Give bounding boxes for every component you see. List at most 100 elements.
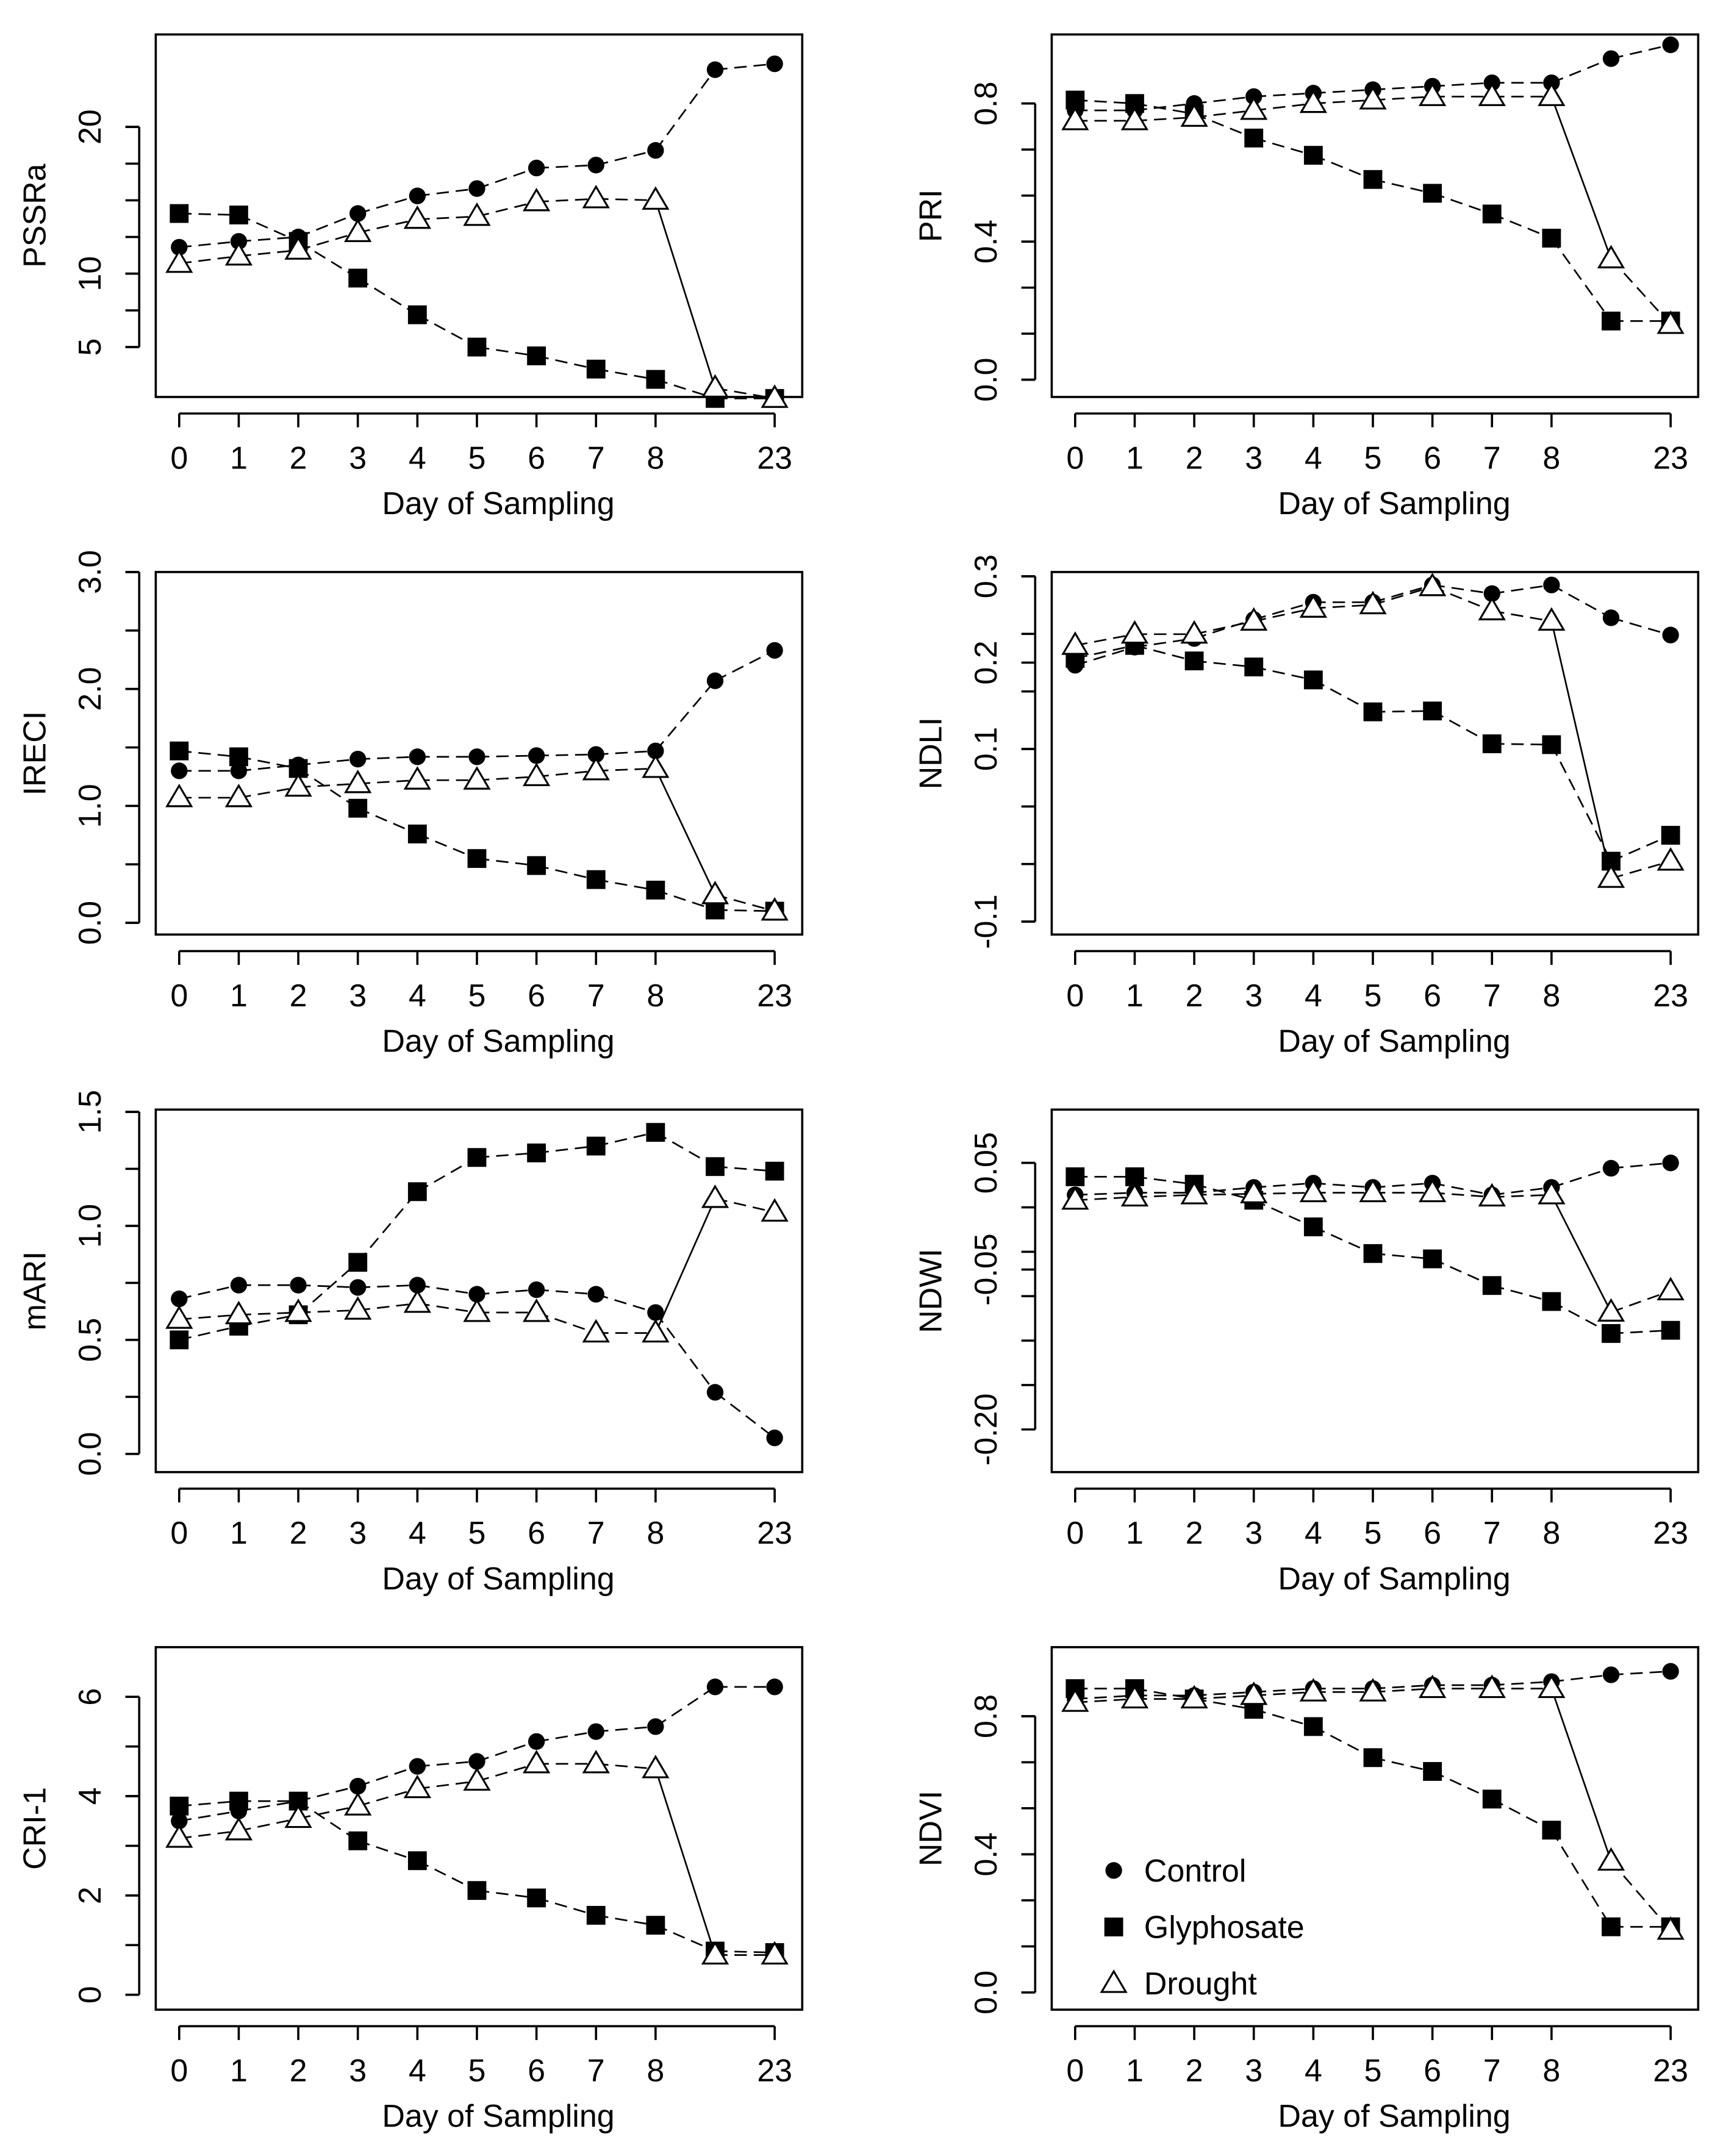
x-tick-label: 23 <box>1653 2054 1688 2089</box>
data-point <box>229 206 248 224</box>
x-tick-label: 23 <box>757 1516 792 1551</box>
series-line-segment <box>654 69 716 151</box>
series-line-segment <box>1075 1694 1135 1700</box>
series-control <box>171 642 783 779</box>
series-line-segment <box>357 807 418 835</box>
series-line-segment <box>1611 1670 1671 1676</box>
x-tick-label: 1 <box>1126 2054 1144 2089</box>
x-tick-label: 8 <box>1542 2054 1560 2089</box>
data-point <box>467 849 487 868</box>
data-point <box>467 337 487 357</box>
y-tick-label: 0.0 <box>969 357 1004 401</box>
x-tick-label: 3 <box>1245 1516 1263 1551</box>
series-line-segment <box>1253 601 1314 621</box>
series-line-segment <box>476 1151 537 1159</box>
data-point <box>1061 107 1089 131</box>
data-point <box>1180 103 1208 127</box>
series-line-segment <box>1372 1252 1433 1260</box>
data-point <box>765 1161 784 1181</box>
series-line-segment <box>1194 1691 1254 1697</box>
data-point <box>407 1851 427 1871</box>
legend-label: Glyphosate <box>1144 1910 1305 1946</box>
data-point <box>1363 1748 1383 1767</box>
y-axis-label: NDLI <box>914 717 949 789</box>
x-tick-label: 4 <box>409 2054 426 2089</box>
series-line-segment <box>1492 1194 1552 1198</box>
data-point <box>642 1319 670 1343</box>
data-point <box>468 748 485 765</box>
series-line-segment <box>298 783 358 789</box>
y-tick-label: 0.05 <box>969 1132 1004 1194</box>
series-drought <box>1061 572 1685 888</box>
legend-label: Drought <box>1144 1966 1257 2002</box>
series-line-segment <box>476 776 537 781</box>
series-line-segment <box>715 909 775 912</box>
series-line-segment <box>1491 610 1552 622</box>
data-point <box>1602 609 1620 626</box>
data-point <box>1482 1789 1502 1809</box>
series-line-segment <box>654 200 716 389</box>
data-point <box>1359 590 1387 615</box>
data-point <box>1066 90 1085 110</box>
x-tick-label: 0 <box>1066 978 1084 1014</box>
series-line-segment <box>1372 1182 1433 1189</box>
x-tick-label: 2 <box>1186 978 1203 1014</box>
data-point <box>229 1791 248 1811</box>
data-point <box>409 1277 426 1294</box>
series-line-segment <box>1432 584 1492 595</box>
data-point <box>1303 1717 1323 1736</box>
data-point <box>1363 1244 1383 1263</box>
series-line-segment <box>1492 584 1552 595</box>
series-line-segment <box>1372 85 1433 91</box>
y-tick-label: 0.1 <box>969 727 1004 771</box>
x-axis-label: Day of Sampling <box>1278 1023 1510 1059</box>
series-line-segment <box>298 1261 359 1316</box>
series-line-segment <box>1194 1193 1254 1196</box>
y-axis-label: NDWI <box>914 1248 949 1333</box>
data-point <box>349 1279 367 1296</box>
data-point <box>1363 170 1383 189</box>
data-point <box>1359 1678 1387 1702</box>
data-point <box>170 1330 189 1350</box>
series-glyphosate <box>170 204 784 408</box>
data-point <box>1542 1292 1561 1311</box>
data-point <box>647 1304 664 1321</box>
data-point <box>1120 1685 1149 1709</box>
series-line-segment <box>417 1284 478 1295</box>
y-tick-label: 2.0 <box>73 667 108 711</box>
legend-marker <box>1100 1969 1128 1993</box>
data-point <box>1597 864 1625 888</box>
series-line-segment <box>238 786 299 799</box>
series-line-segment <box>536 770 596 778</box>
x-tick-label: 23 <box>757 978 792 1014</box>
x-tick-label: 23 <box>1653 1516 1688 1551</box>
x-tick-label: 2 <box>290 978 307 1014</box>
series-line-segment <box>1372 586 1433 606</box>
data-point <box>528 1733 545 1750</box>
series-line-segment <box>536 1897 596 1916</box>
data-point <box>1423 1762 1442 1781</box>
series-line-segment <box>357 756 418 761</box>
data-point <box>586 359 606 379</box>
x-tick-label: 8 <box>1542 978 1560 1014</box>
series-line-segment <box>298 1309 358 1314</box>
x-tick-label: 7 <box>1483 978 1501 1014</box>
series-line-segment <box>1194 620 1254 636</box>
data-point <box>1180 1181 1208 1205</box>
series-line-segment <box>1432 1192 1492 1198</box>
x-tick-label: 8 <box>647 2054 664 2089</box>
series-line-segment <box>1372 96 1433 101</box>
data-point <box>1120 1183 1149 1207</box>
series-line-segment <box>1075 1196 1135 1202</box>
series-line-segment <box>476 754 537 758</box>
data-point <box>165 1305 193 1329</box>
data-point <box>642 186 670 210</box>
y-tick-label: 3.0 <box>73 550 108 594</box>
data-point <box>403 1289 431 1313</box>
series-line-segment <box>476 1289 537 1295</box>
data-point <box>586 870 606 889</box>
series-line-segment <box>1075 1698 1135 1703</box>
x-tick-label: 2 <box>290 440 307 476</box>
data-point <box>527 1143 546 1162</box>
